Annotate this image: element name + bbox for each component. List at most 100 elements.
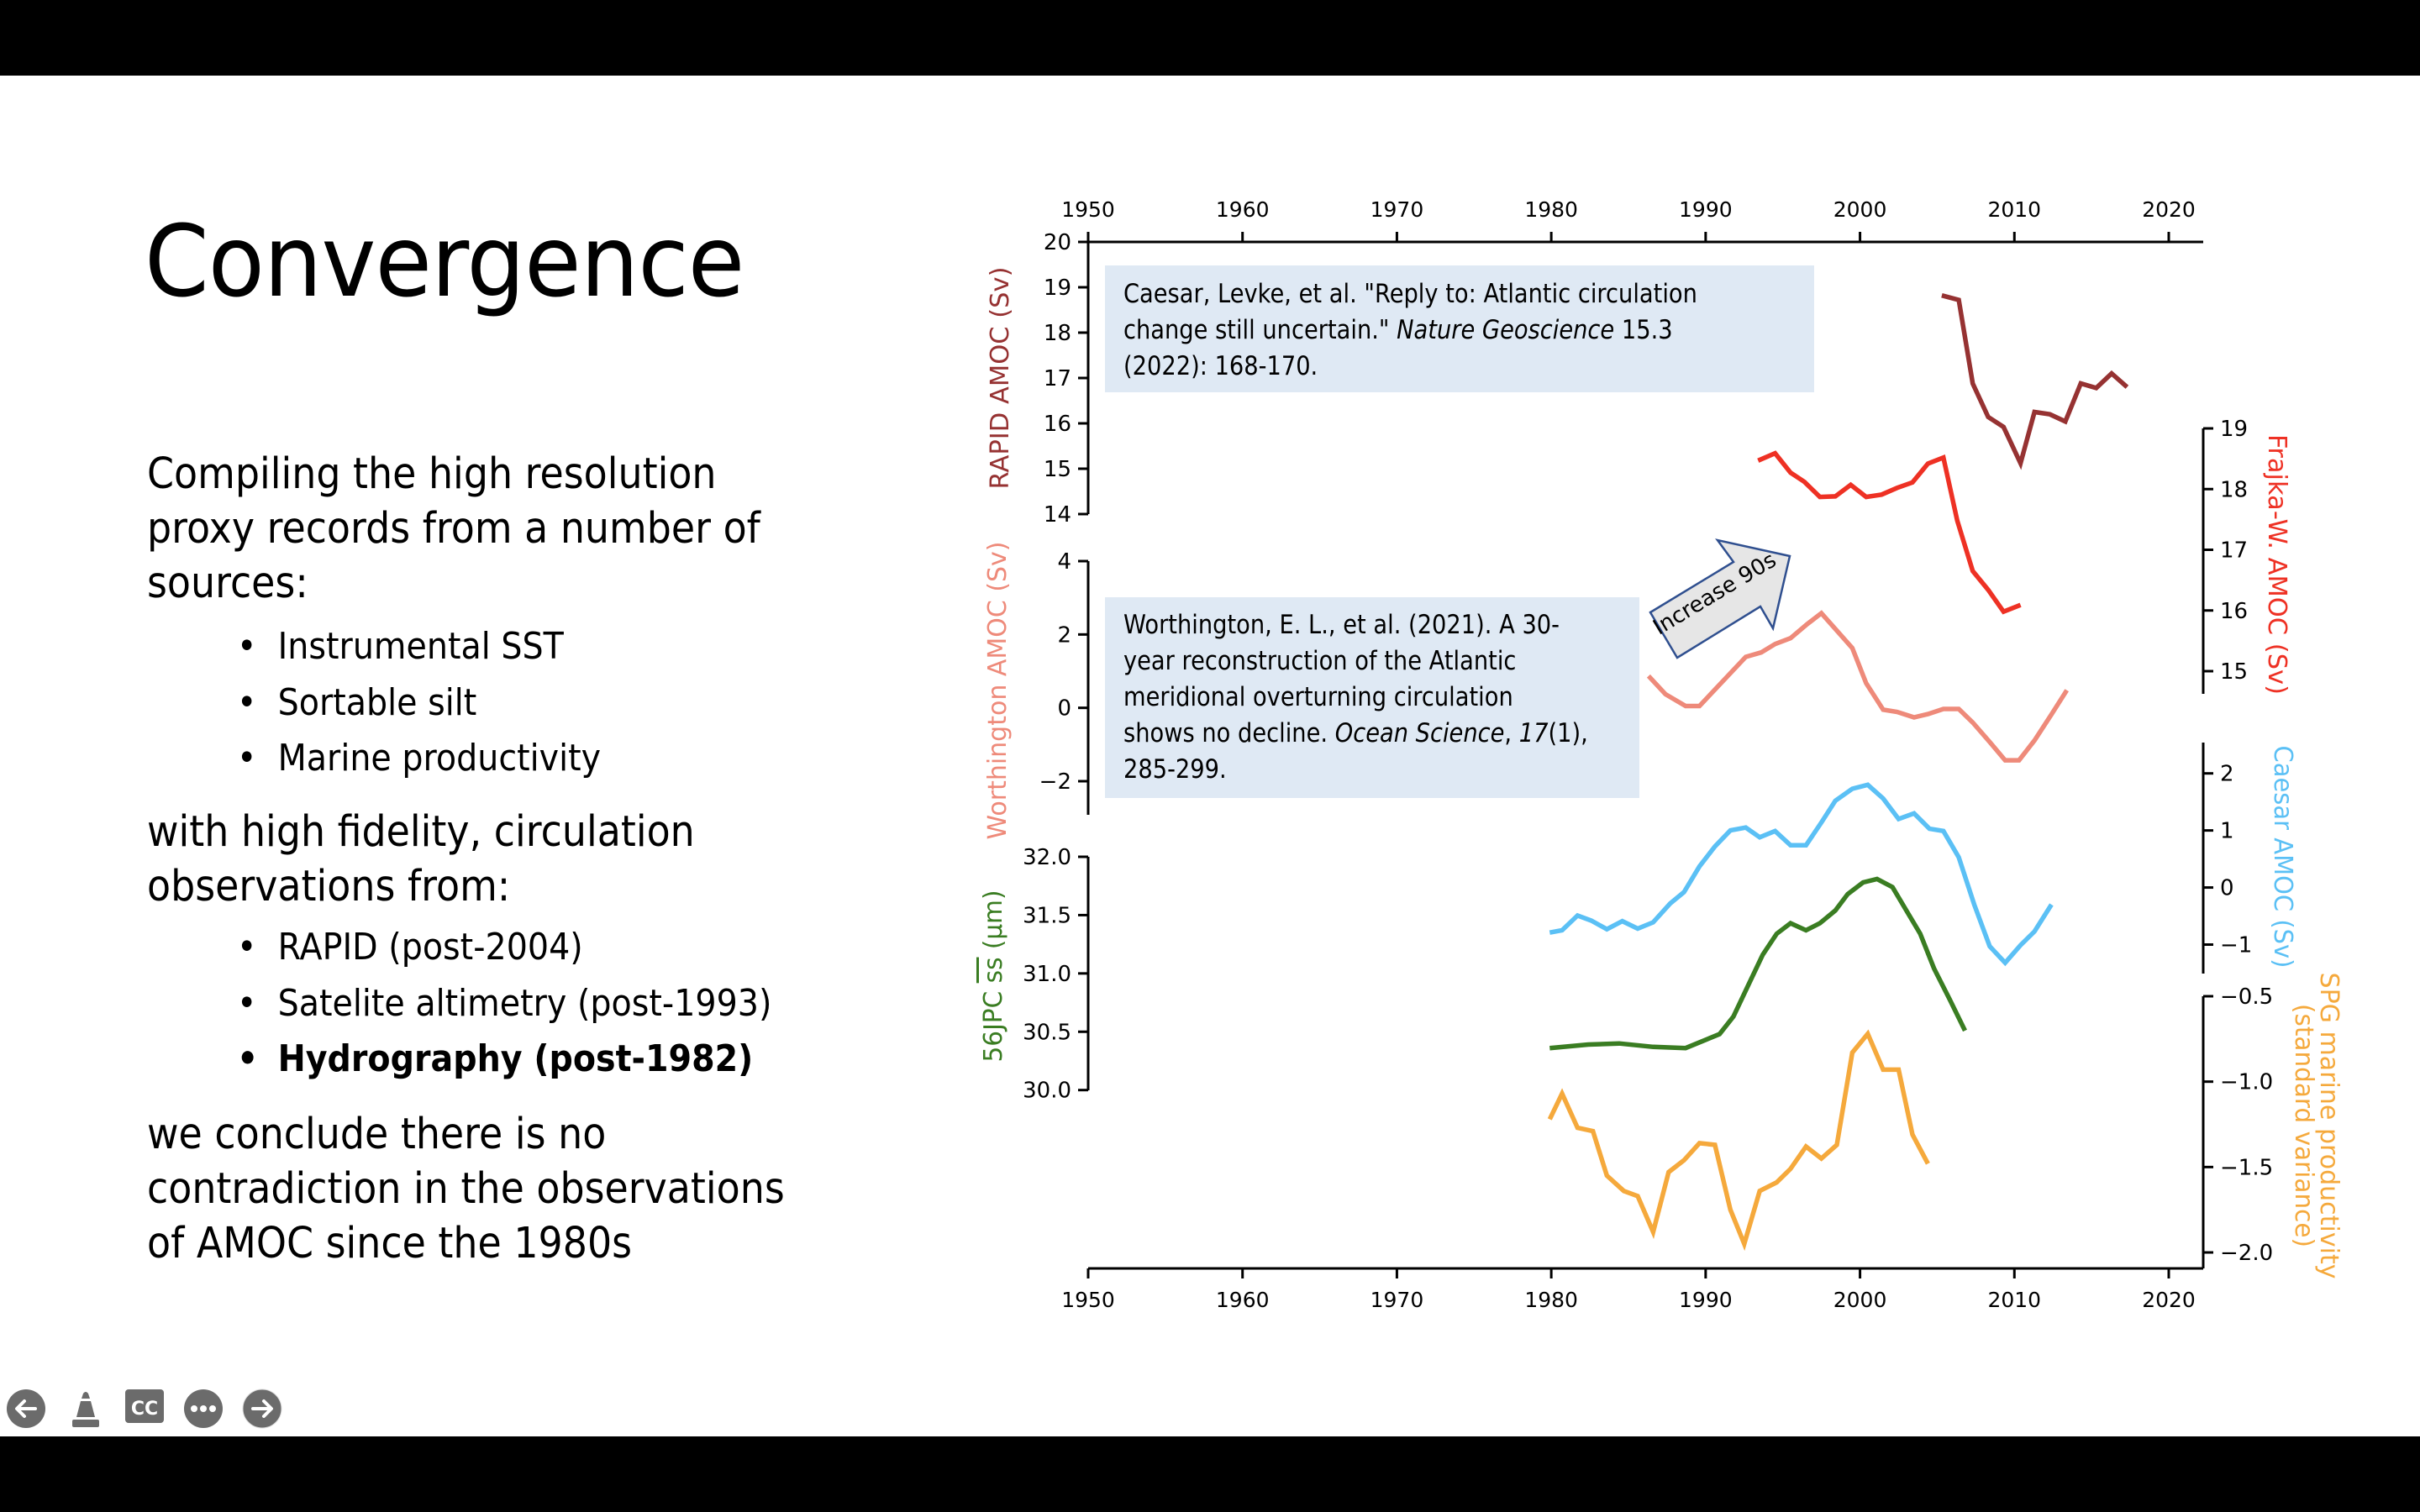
x-tick-label-bottom: 1960 (1216, 1288, 1270, 1312)
intro-paragraph: Compiling the high resolution proxy reco… (147, 447, 760, 611)
y-tick-label-worthington: 4 (1057, 549, 1071, 575)
previous-slide-button[interactable] (6, 1389, 46, 1429)
y-tick-label-rapid: 17 (1044, 366, 1071, 391)
y-tick-label-rapid: 14 (1044, 502, 1071, 528)
reference-text: , (1504, 718, 1519, 748)
reference-text: shows no decline. (1123, 718, 1335, 748)
arrow-shape (1649, 538, 1791, 659)
x-tick-label-bottom: 2010 (1987, 1288, 2041, 1312)
y-tick-label-frajka: 17 (2220, 538, 2248, 564)
bullet-item: • Instrumental SST (237, 619, 601, 675)
proxy-bullet-list: • Instrumental SST • Sortable silt • Marine… (237, 619, 641, 787)
bullet-icon: • (237, 1037, 259, 1080)
bullet-icon: • (237, 981, 257, 1025)
x-tick-label-top: 1990 (1679, 197, 1733, 222)
reference-line: Worthington, E. L., et al. (2021). A 30- (1123, 610, 1560, 640)
middle-line: with high fidelity, circulation (147, 807, 695, 857)
captions-label: CC (131, 1399, 158, 1420)
y-tick-label-caesar: 1 (2220, 819, 2234, 844)
y-tick-label-rapid: 16 (1044, 412, 1071, 437)
y-tick-label-frajka: 18 (2220, 477, 2248, 502)
series-line-rapid (1941, 293, 2129, 470)
y-tick-label-frajka: 16 (2220, 599, 2248, 624)
x-tick-label-bottom: 1950 (1061, 1288, 1115, 1312)
y-tick-label-rapid: 20 (1044, 230, 1071, 255)
axis-title-frajka: Frajka-W. AMOC (Sv) (2262, 434, 2291, 695)
reference-line: 285-299. (1123, 754, 1227, 785)
slide-title: Convergence (145, 203, 744, 319)
y-tick-label-spg: −0.5 (2220, 984, 2273, 1010)
y-tick-label-worthington: 2 (1057, 622, 1071, 648)
intro-line: proxy records from a number of (147, 504, 760, 554)
axis-title-56jpc-prefix: 56JPC (979, 983, 1008, 1062)
next-slide-button[interactable] (242, 1389, 282, 1429)
x-tick-label-top: 2020 (2142, 197, 2196, 222)
arrow-left-icon (7, 1389, 45, 1428)
x-tick-label-top: 2000 (1833, 197, 1887, 222)
reference-line: change still uncertain." Nature Geoscien… (1123, 312, 1731, 349)
reference-box-caesar: Caesar, Levke, et al. "Reply to: Atlanti… (1105, 265, 1814, 392)
y-tick-label-spg: −2.0 (2220, 1241, 2273, 1266)
axis-title-caesar: Caesar AMOC (Sv) (2268, 746, 2297, 969)
bullet-text: RAPID (post-2004) (277, 926, 583, 969)
bullet-text: Hydrography (post-1982) (277, 1037, 754, 1080)
x-tick-label-top: 2010 (1987, 197, 2041, 222)
y-tick-label-spg: −1.5 (2220, 1155, 2273, 1180)
axis-title-spg-line1: SPG marine productivity (2314, 973, 2344, 1279)
bullet-icon: • (237, 926, 257, 969)
y-tick-label-worthington: 0 (1057, 696, 1071, 722)
arrow-right-icon (242, 1389, 282, 1429)
more-options-button[interactable] (183, 1389, 224, 1429)
journal-name: Nature Geoscience (1397, 315, 1615, 345)
bullet-item: • Hydrography (post-1982) (237, 1032, 771, 1088)
reference-line: Caesar, Levke, et al. "Reply to: Atlanti… (1123, 279, 1697, 309)
series-line-56jpc (1549, 876, 1967, 1051)
reference-line: (2022): 168-170. (1123, 351, 1318, 381)
y-tick-label-56jpc: 30.0 (1023, 1079, 1071, 1104)
axis-title-56jpc: 56JPC ss (μm) (979, 890, 1008, 1063)
conclusion-line: contradiction in the observations (147, 1164, 785, 1214)
y-tick-label-worthington: −2 (1039, 769, 1071, 795)
observation-bullet-list: • RAPID (post-2004) • Satelite altimetry (… (237, 920, 831, 1088)
y-tick-label-frajka: 15 (2220, 659, 2248, 685)
conclusion-line: we conclude there is no (147, 1110, 607, 1159)
x-tick-label-top: 1960 (1216, 197, 1270, 222)
journal-name: Ocean Science (1334, 718, 1505, 748)
series-line-spg (1547, 1029, 1930, 1252)
axis-title-56jpc-suffix: (μm) (979, 890, 1008, 958)
captions-button[interactable]: CC (124, 1389, 165, 1429)
laser-pointer-button[interactable] (66, 1389, 106, 1429)
closed-captions-icon: CC (125, 1389, 164, 1423)
bullet-item: • Sortable silt (237, 675, 601, 732)
x-tick-label-top: 1950 (1061, 197, 1115, 222)
x-tick-label-bottom: 1990 (1679, 1288, 1733, 1312)
y-tick-label-56jpc: 30.5 (1023, 1020, 1071, 1045)
intro-line: sources: (147, 559, 308, 608)
letterbox-top (0, 0, 2420, 76)
x-tick-label-bottom: 1980 (1524, 1288, 1578, 1312)
chart-axes: 1950 1950 1960 1960 1970 1970 1980 1980 1990 1990… (1023, 197, 2273, 1312)
bullet-icon: • (237, 625, 257, 668)
axis-title-56jpc-ss: ss (979, 958, 1008, 984)
middle-line: observations from: (147, 862, 511, 911)
y-tick-label-rapid: 18 (1044, 321, 1071, 346)
letterbox-bottom (0, 1436, 2420, 1512)
ellipsis-icon (184, 1389, 223, 1428)
y-tick-label-rapid: 19 (1044, 276, 1071, 301)
y-tick-label-56jpc: 32.0 (1023, 845, 1071, 870)
conclusion-paragraph: we conclude there is no contradiction in… (147, 1107, 785, 1271)
reference-text: 15.3 (1614, 315, 1673, 345)
reference-box-worthington: Worthington, E. L., et al. (2021). A 30-… (1105, 597, 1639, 798)
axis-title-worthington: Worthington AMOC (Sv) (983, 542, 1013, 840)
bullet-text: Satelite altimetry (post-1993) (277, 981, 772, 1025)
x-tick-label-bottom: 2020 (2142, 1288, 2196, 1312)
bullet-item: • Marine productivity (237, 731, 601, 787)
y-tick-label-spg: −1.0 (2220, 1070, 2273, 1095)
reference-line: meridional overturning circulation (1123, 682, 1513, 712)
bullet-item: • RAPID (post-2004) (237, 920, 771, 976)
reference-text: change still uncertain." (1123, 315, 1397, 345)
x-tick-label-top: 1970 (1370, 197, 1424, 222)
y-tick-label-frajka: 19 (2220, 417, 2248, 442)
volume-number: 17 (1518, 718, 1549, 748)
